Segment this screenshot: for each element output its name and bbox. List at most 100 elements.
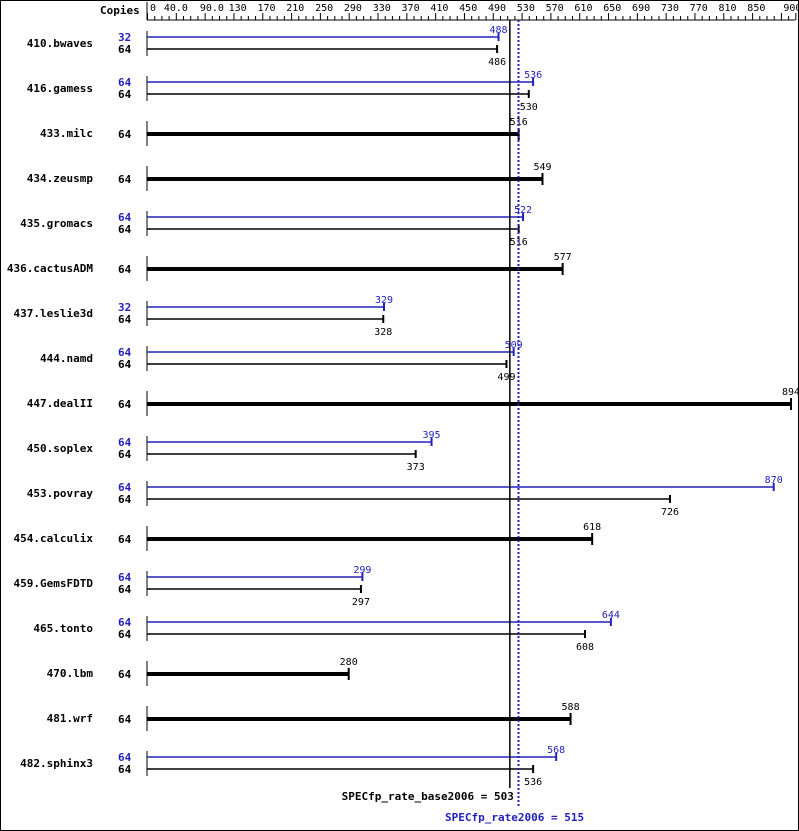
x-tick-label: 610 <box>574 3 592 14</box>
x-tick-label: 250 <box>315 3 333 14</box>
x-tick-label: 370 <box>402 3 420 14</box>
peak-copies: 64 <box>118 751 132 764</box>
benchmark-label: 481.wrf <box>47 712 93 725</box>
benchmark-label: 416.gamess <box>27 82 93 95</box>
base-copies: 64 <box>118 358 132 371</box>
base-copies: 64 <box>118 263 132 276</box>
peak-mean-label: SPECfp_rate2006 = 515 <box>445 811 584 824</box>
benchmark-label: 434.zeusmp <box>27 172 94 185</box>
peak-copies: 64 <box>118 346 132 359</box>
base-value-label: 536 <box>524 777 542 788</box>
base-copies: 64 <box>118 668 132 681</box>
base-copies: 64 <box>118 43 132 56</box>
base-value-label: 516 <box>510 237 528 248</box>
base-value-label: 530 <box>520 102 538 113</box>
benchmark-label: 450.soplex <box>27 442 94 455</box>
base-copies: 64 <box>118 713 132 726</box>
benchmark-label: 454.calculix <box>14 532 94 545</box>
base-copies: 64 <box>118 628 132 641</box>
peak-value-label: 568 <box>547 745 565 756</box>
x-tick-label: 410 <box>430 3 448 14</box>
base-copies: 64 <box>118 533 132 546</box>
x-tick-label: 170 <box>257 3 275 14</box>
benchmark-label: 470.lbm <box>47 667 94 680</box>
base-value-label: 486 <box>488 57 506 68</box>
benchmark-label: 410.bwaves <box>27 37 93 50</box>
x-tick-label: 570 <box>546 3 564 14</box>
base-copies: 64 <box>118 583 132 596</box>
base-copies: 64 <box>118 493 132 506</box>
peak-copies: 64 <box>118 436 132 449</box>
base-value-label: 608 <box>576 642 594 653</box>
x-tick-label: 900 <box>783 3 799 14</box>
peak-copies: 64 <box>118 616 132 629</box>
base-copies: 64 <box>118 88 132 101</box>
base-copies: 64 <box>118 398 132 411</box>
x-tick-label: 330 <box>373 3 391 14</box>
peak-copies: 64 <box>118 481 132 494</box>
benchmark-label: 459.GemsFDTD <box>14 577 94 590</box>
base-value-label: 280 <box>340 657 358 668</box>
benchmark-label: 437.leslie3d <box>14 307 93 320</box>
peak-value-label: 299 <box>353 565 371 576</box>
base-copies: 64 <box>118 223 132 236</box>
base-value-label: 499 <box>497 372 515 383</box>
peak-value-label: 644 <box>602 610 620 621</box>
benchmark-label: 447.dealII <box>27 397 93 410</box>
base-value-label: 618 <box>583 522 601 533</box>
x-tick-label: 490 <box>488 3 506 14</box>
benchmark-label: 435.gromacs <box>20 217 93 230</box>
peak-value-label: 329 <box>375 295 393 306</box>
base-value-label: 328 <box>374 327 392 338</box>
x-tick-label: 650 <box>603 3 621 14</box>
peak-value-label: 870 <box>765 475 783 486</box>
base-value-label: 577 <box>554 252 572 263</box>
base-value-label: 588 <box>562 702 580 713</box>
base-value-label: 516 <box>510 117 528 128</box>
base-mean-label: SPECfp_rate_base2006 = 503 <box>342 790 514 803</box>
x-tick-label: 290 <box>344 3 362 14</box>
base-value-label: 726 <box>661 507 679 518</box>
benchmark-label: 433.milc <box>40 127 93 140</box>
benchmark-label: 436.cactusADM <box>7 262 93 275</box>
base-copies: 64 <box>118 128 132 141</box>
base-value-label: 549 <box>533 162 551 173</box>
peak-value-label: 509 <box>505 340 523 351</box>
x-tick-label: 730 <box>661 3 679 14</box>
benchmark-label: 465.tonto <box>33 622 93 635</box>
base-value-label: 297 <box>352 597 370 608</box>
benchmark-label: 482.sphinx3 <box>20 757 93 770</box>
benchmark-label: 453.povray <box>27 487 94 500</box>
x-tick-label: 450 <box>459 3 477 14</box>
base-value-label: 894 <box>782 387 799 398</box>
x-tick-label: 530 <box>517 3 535 14</box>
x-tick-label: 850 <box>747 3 765 14</box>
x-tick-label: 40.0 <box>164 3 188 14</box>
peak-value-label: 395 <box>423 430 441 441</box>
peak-value-label: 522 <box>514 205 532 216</box>
x-tick-label: 90.0 <box>200 3 224 14</box>
base-copies: 64 <box>118 313 132 326</box>
x-tick-label: 0 <box>150 3 156 14</box>
base-copies: 64 <box>118 448 132 461</box>
peak-copies: 64 <box>118 76 132 89</box>
base-copies: 64 <box>118 173 132 186</box>
x-tick-label: 690 <box>632 3 650 14</box>
base-copies: 64 <box>118 763 132 776</box>
x-tick-label: 770 <box>690 3 708 14</box>
x-tick-label: 210 <box>286 3 304 14</box>
peak-value-label: 536 <box>524 70 542 81</box>
peak-value-label: 488 <box>490 25 508 36</box>
peak-copies: 64 <box>118 571 132 584</box>
x-tick-label: 810 <box>718 3 736 14</box>
base-value-label: 373 <box>407 462 425 473</box>
x-tick-label: 130 <box>229 3 247 14</box>
copies-header: Copies <box>100 4 140 17</box>
benchmark-label: 444.namd <box>40 352 93 365</box>
peak-copies: 32 <box>118 31 131 44</box>
peak-copies: 64 <box>118 211 132 224</box>
peak-copies: 32 <box>118 301 131 314</box>
